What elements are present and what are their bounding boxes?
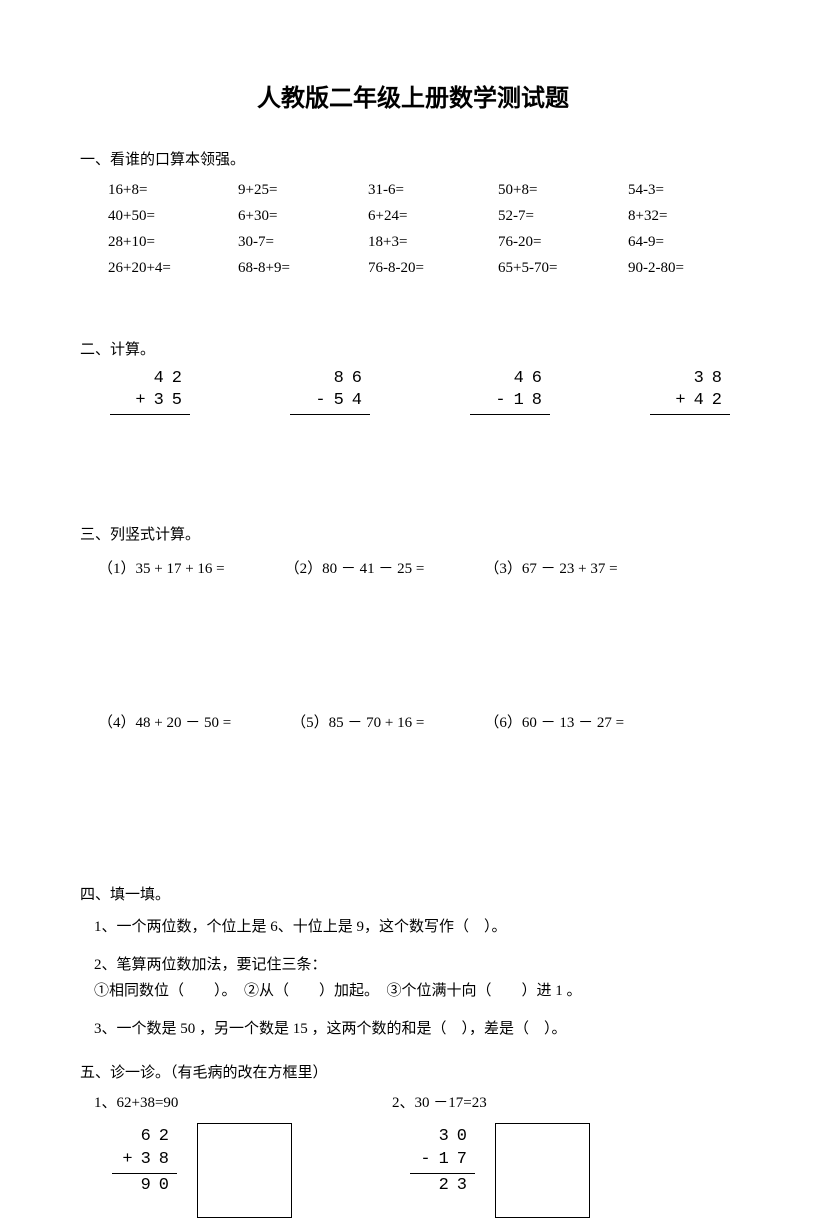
section1-grid: 16+8= 9+25= 31-6= 50+8= 54-3= 40+50= 6+3… <box>108 178 746 280</box>
q3-item: （2）80 － 41 － 25 = <box>285 557 425 581</box>
q5-top: 62 <box>112 1125 177 1149</box>
arith-cell: 30-7= <box>238 230 368 254</box>
section3-row1: （1）35 + 17 + 16 = （2）80 － 41 － 25 = （3）6… <box>98 557 746 581</box>
q4-item2a: 2、笔算两位数加法，要记住三条： <box>94 953 746 977</box>
q5-result: 23 <box>410 1174 475 1198</box>
section2-row: 42 +35 86 -54 46 -18 38 +42 <box>110 368 746 414</box>
section1-title: 一、看谁的口算本领强。 <box>80 148 746 172</box>
q5-label: 2、30 －17=23 <box>392 1091 590 1115</box>
arith-cell: 18+3= <box>368 230 498 254</box>
arith-cell: 40+50= <box>108 204 238 228</box>
q5-mid: -17 <box>410 1148 475 1174</box>
section4-title: 四、填一填。 <box>80 883 746 907</box>
arith-cell: 28+10= <box>108 230 238 254</box>
arith-cell: 26+20+4= <box>108 256 238 280</box>
vert-top: 42 <box>110 368 190 390</box>
q5-label: 1、62+38=90 <box>94 1091 292 1115</box>
arith-cell: 16+8= <box>108 178 238 202</box>
section5-row: 1、62+38=90 62 +38 90 2、30 －17=23 30 -17 … <box>94 1091 746 1218</box>
q4-item1: 1、一个两位数，个位上是 6、十位上是 9，这个数写作（ ）。 <box>94 915 746 939</box>
q3-item: （1）35 + 17 + 16 = <box>98 557 225 581</box>
vert-bottom: +42 <box>650 390 730 414</box>
q3-item: （6）60 － 13 － 27 = <box>484 711 624 735</box>
arith-cell: 6+24= <box>368 204 498 228</box>
section2-title: 二、计算。 <box>80 338 746 362</box>
section3-title: 三、列竖式计算。 <box>80 523 746 547</box>
vert-calc: 38 +42 <box>650 368 730 414</box>
q5-problem: 1、62+38=90 62 +38 90 <box>94 1091 292 1218</box>
arith-cell: 68-8+9= <box>238 256 368 280</box>
q5-mid: +38 <box>112 1148 177 1174</box>
vert-calc: 46 -18 <box>470 368 550 414</box>
arith-cell: 54-3= <box>628 178 748 202</box>
arith-cell: 64-9= <box>628 230 748 254</box>
vert-top: 46 <box>470 368 550 390</box>
q3-item: （4）48 + 20 － 50 = <box>98 711 231 735</box>
q5-calc: 62 +38 90 <box>112 1125 177 1198</box>
section5-subtitle: （有毛病的改在方框里） <box>170 1065 328 1081</box>
vert-top: 38 <box>650 368 730 390</box>
answer-box <box>495 1123 590 1218</box>
vert-bottom: +35 <box>110 390 190 414</box>
q3-item: （3）67 － 23 + 37 = <box>484 557 617 581</box>
vert-bottom: -54 <box>290 390 370 414</box>
q5-result: 90 <box>112 1174 177 1198</box>
arith-cell: 76-8-20= <box>368 256 498 280</box>
q4-item2b: ①相同数位（ ）。 ②从（ ）加起。 ③个位满十向（ ）进 1 。 <box>94 979 746 1003</box>
q5-top: 30 <box>410 1125 475 1149</box>
page-title: 人教版二年级上册数学测试题 <box>80 80 746 118</box>
arith-cell: 8+32= <box>628 204 748 228</box>
arith-cell: 52-7= <box>498 204 628 228</box>
arith-cell: 9+25= <box>238 178 368 202</box>
vert-bottom: -18 <box>470 390 550 414</box>
q4-item3: 3、一个数是 50 ，另一个数是 15 ，这两个数的和是（ ），差是（ ）。 <box>94 1017 746 1041</box>
vert-calc: 86 -54 <box>290 368 370 414</box>
q3-item: （5）85 － 70 + 16 = <box>291 711 424 735</box>
arith-cell: 76-20= <box>498 230 628 254</box>
vert-calc: 42 +35 <box>110 368 190 414</box>
arith-cell: 31-6= <box>368 178 498 202</box>
section3-row2: （4）48 + 20 － 50 = （5）85 － 70 + 16 = （6）6… <box>98 711 746 735</box>
vert-top: 86 <box>290 368 370 390</box>
answer-box <box>197 1123 292 1218</box>
arith-cell: 50+8= <box>498 178 628 202</box>
arith-cell: 65+5-70= <box>498 256 628 280</box>
section5-title-main: 五、诊一诊。 <box>80 1065 170 1081</box>
arith-cell: 6+30= <box>238 204 368 228</box>
section5-title: 五、诊一诊。（有毛病的改在方框里） <box>80 1061 746 1085</box>
q5-calc: 30 -17 23 <box>410 1125 475 1198</box>
q5-problem: 2、30 －17=23 30 -17 23 <box>392 1091 590 1218</box>
arith-cell: 90-2-80= <box>628 256 748 280</box>
